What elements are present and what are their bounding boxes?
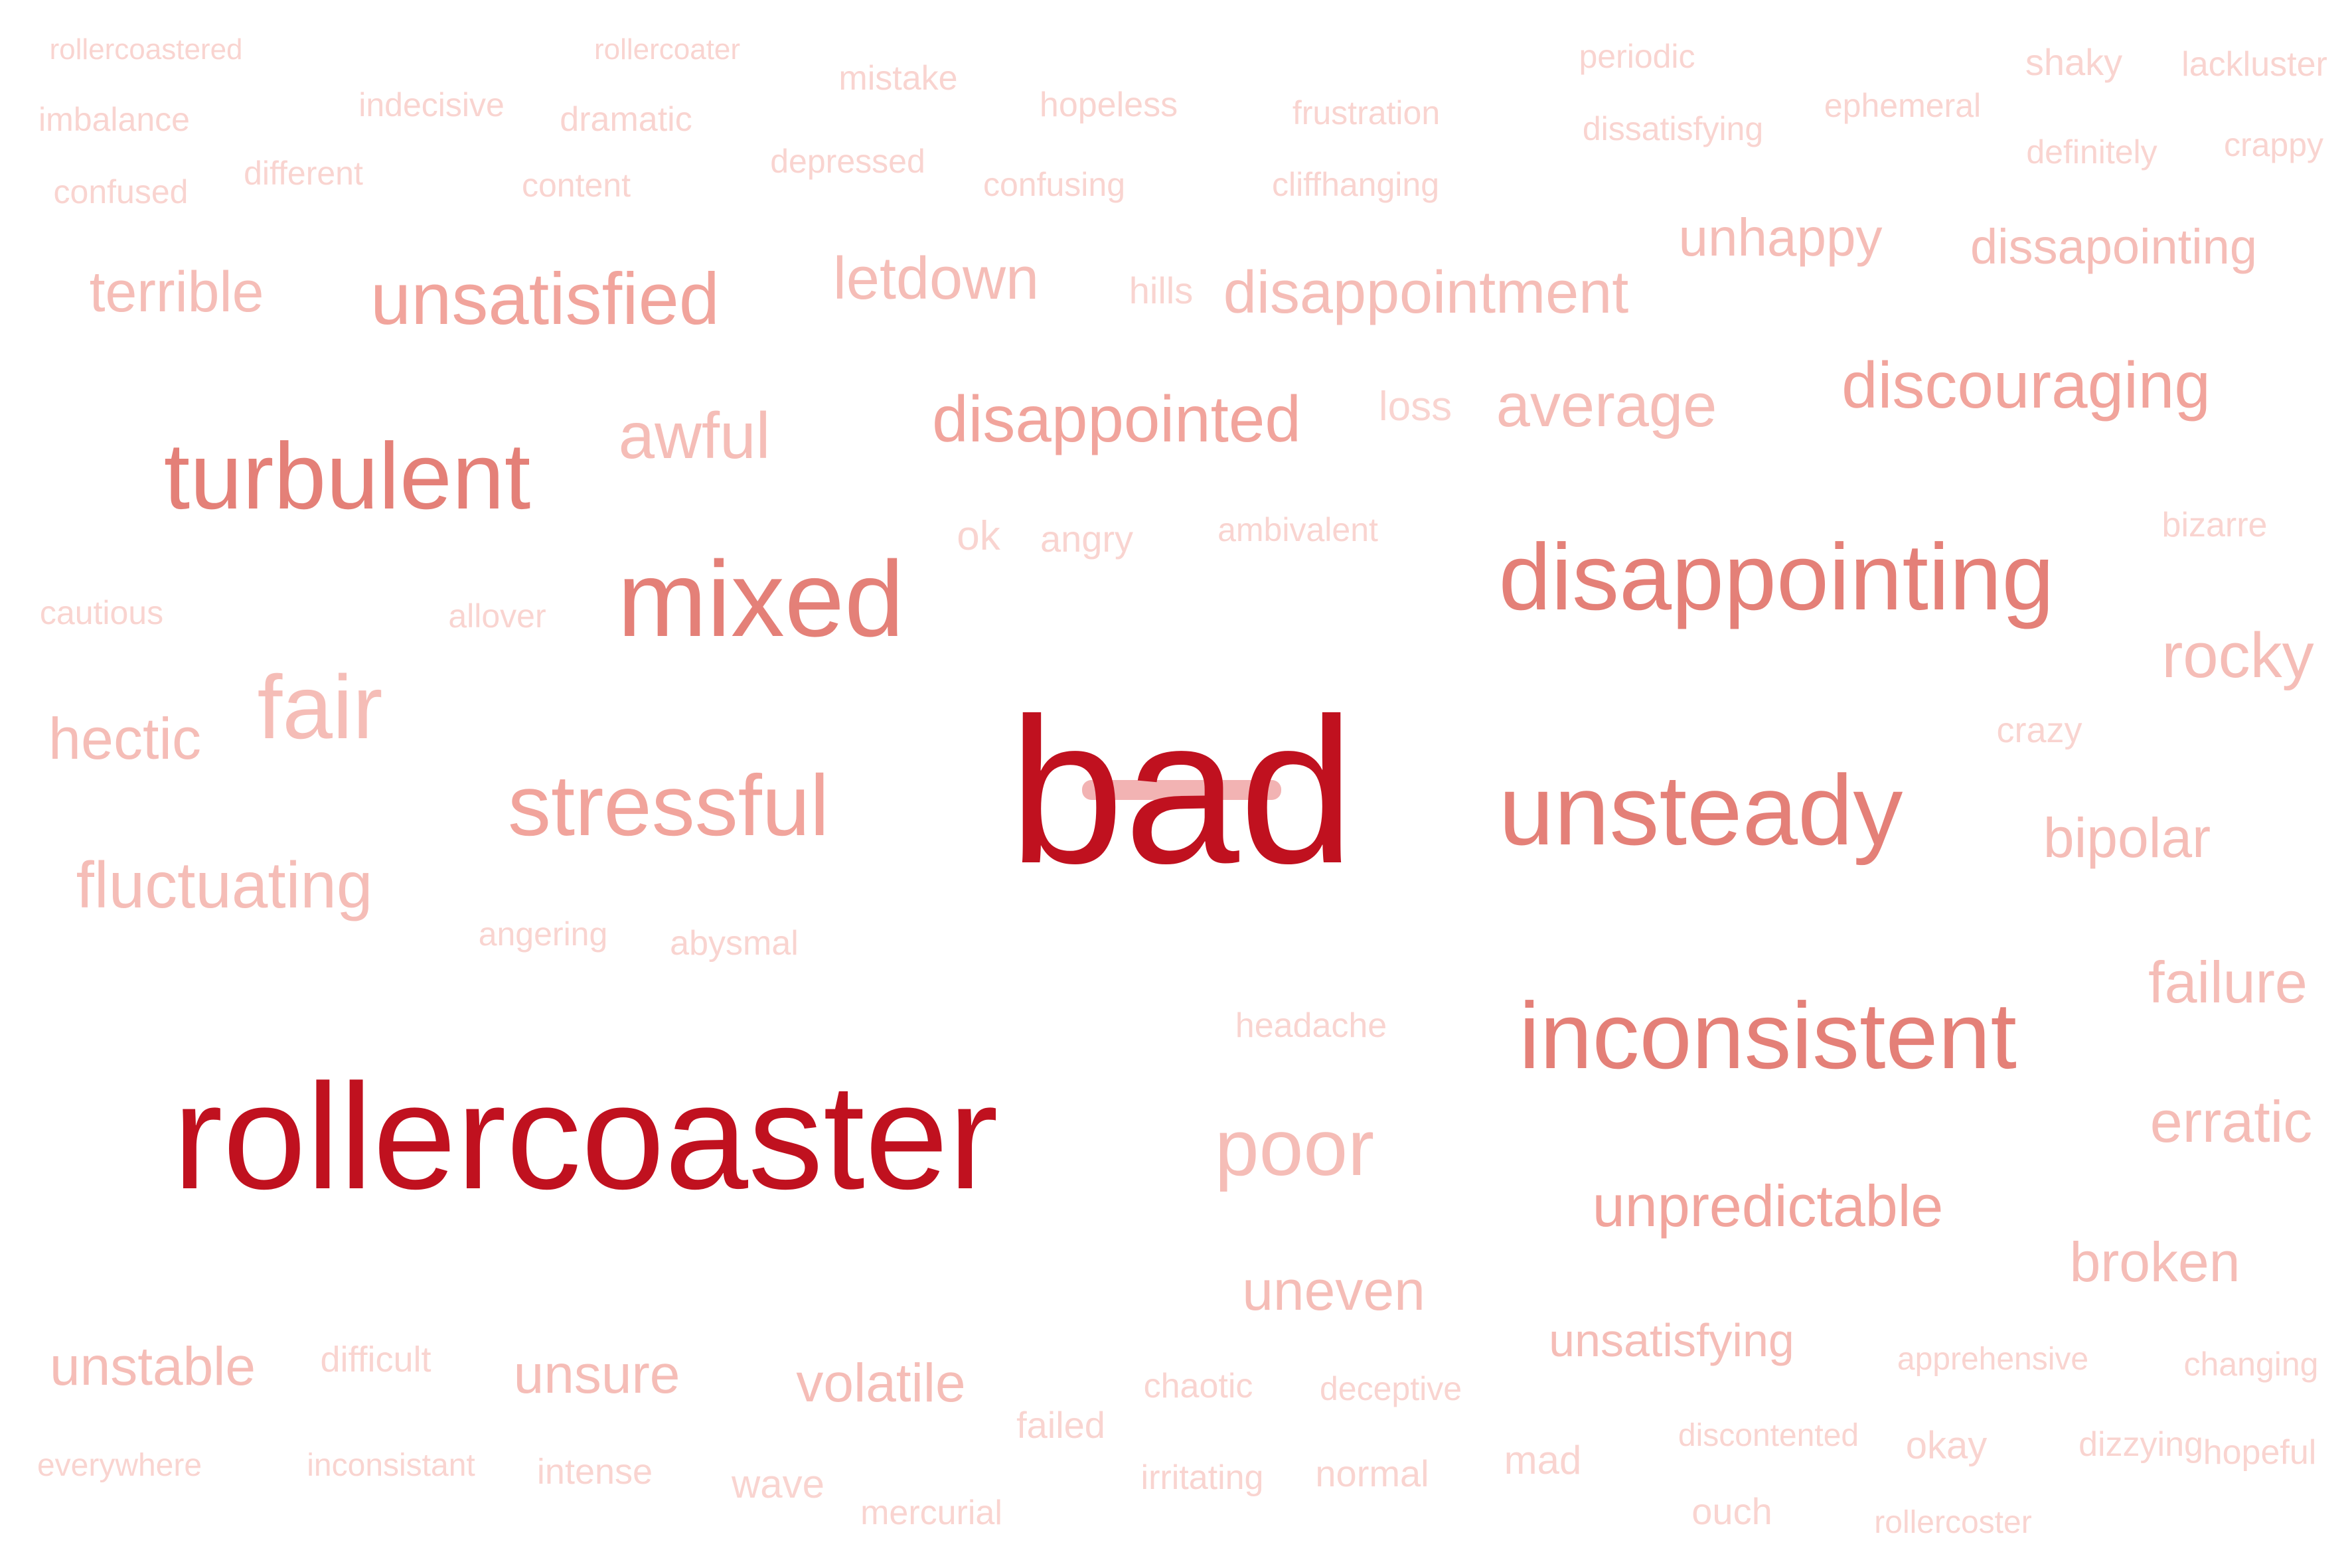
cloud-word: apprehensive: [1897, 1342, 2089, 1377]
cloud-word: mistake: [838, 59, 958, 98]
cloud-word: mixed: [617, 539, 905, 659]
cloud-word: ambivalent: [1217, 511, 1378, 548]
cloud-word: imbalance: [39, 101, 190, 138]
cloud-word: failure: [2148, 949, 2308, 1015]
cloud-word: uneven: [1242, 1259, 1425, 1322]
overlapping-tiny-words-blur: [1082, 780, 1281, 800]
cloud-word: okay: [1905, 1424, 1988, 1467]
cloud-word: discouraging: [1842, 349, 2211, 422]
cloud-word: irritating: [1140, 1458, 1264, 1497]
cloud-word: volatile: [796, 1353, 966, 1413]
cloud-word: failed: [1016, 1404, 1105, 1446]
cloud-word: confused: [53, 173, 189, 210]
cloud-word: loss: [1378, 384, 1452, 430]
cloud-word: periodic: [1579, 38, 1695, 75]
cloud-word: ouch: [1691, 1490, 1772, 1532]
cloud-word: rollercoastered: [49, 33, 243, 66]
cloud-word: unsatisfied: [370, 258, 720, 340]
cloud-word: cautious: [39, 594, 164, 631]
cloud-word: inconsistant: [307, 1448, 475, 1483]
cloud-word: fluctuating: [76, 848, 373, 921]
cloud-word: rollercoater: [593, 33, 741, 66]
cloud-word: crappy: [2223, 126, 2324, 163]
cloud-word: dramatic: [560, 100, 692, 139]
cloud-word: disappointed: [932, 382, 1301, 455]
cloud-word: discontented: [1678, 1418, 1859, 1453]
cloud-word: unsatisfying: [1549, 1314, 1794, 1366]
cloud-word: content: [521, 167, 631, 204]
cloud-word: disappointing: [1498, 524, 2055, 630]
cloud-word: ephemeral: [1824, 87, 1982, 124]
cloud-word: dizzying: [2078, 1425, 2203, 1464]
cloud-word: average: [1496, 372, 1717, 439]
cloud-word: erratic: [2150, 1089, 2313, 1154]
cloud-word: difficult: [320, 1340, 431, 1379]
cloud-word: awful: [618, 399, 771, 472]
cloud-word: definitely: [2026, 133, 2157, 171]
cloud-word: unhappy: [1678, 208, 1883, 267]
cloud-word: headache: [1235, 1006, 1387, 1045]
cloud-word: mad: [1504, 1438, 1582, 1482]
cloud-word: crazy: [1996, 710, 2082, 750]
cloud-word: unstable: [49, 1336, 256, 1397]
cloud-word: broken: [2069, 1231, 2240, 1293]
cloud-word: abysmal: [670, 924, 799, 963]
cloud-word: cliffhanging: [1271, 166, 1440, 203]
cloud-word: hopeless: [1039, 86, 1178, 124]
cloud-word: wave: [731, 1462, 825, 1506]
cloud-word: unsure: [513, 1344, 680, 1405]
cloud-word: hills: [1129, 270, 1194, 311]
cloud-word: dissapointing: [1970, 219, 2257, 274]
cloud-word: stressful: [507, 757, 830, 854]
cloud-word: angering: [478, 915, 608, 953]
cloud-word: poor: [1214, 1103, 1375, 1192]
cloud-word: normal: [1315, 1452, 1429, 1494]
cloud-word: different: [244, 155, 363, 192]
cloud-word: bipolar: [2043, 807, 2211, 869]
cloud-word: hopeful: [2203, 1433, 2317, 1472]
cloud-word: indecisive: [358, 86, 505, 123]
cloud-word: disappointment: [1223, 260, 1629, 326]
cloud-word: fair: [257, 657, 383, 757]
cloud-word: angry: [1040, 518, 1134, 560]
cloud-word: confusing: [982, 166, 1126, 203]
cloud-word: intense: [536, 1452, 653, 1492]
cloud-word: dissatisfying: [1582, 110, 1764, 147]
cloud-word: depressed: [770, 143, 925, 180]
cloud-word: changing: [2183, 1346, 2319, 1383]
cloud-word: letdown: [832, 246, 1040, 312]
cloud-word: rocky: [2161, 620, 2314, 691]
cloud-word: chaotic: [1143, 1367, 1253, 1405]
cloud-word: frustration: [1292, 94, 1441, 131]
cloud-word: turbulent: [163, 424, 531, 529]
cloud-word: unsteady: [1498, 754, 1903, 866]
cloud-word: rollercoaster: [173, 1052, 998, 1220]
cloud-word: inconsistent: [1519, 983, 2017, 1089]
cloud-word: lackluster: [2181, 45, 2327, 84]
cloud-word: bizarre: [2161, 506, 2268, 544]
cloud-word: everywhere: [37, 1448, 202, 1483]
cloud-word: terrible: [89, 260, 264, 324]
cloud-word: deceptive: [1319, 1370, 1462, 1407]
cloud-word: rollercoster: [1874, 1505, 2032, 1540]
cloud-word: ok: [957, 513, 1000, 559]
cloud-word: unpredictable: [1592, 1173, 1944, 1239]
cloud-word: bad: [1008, 676, 1355, 907]
cloud-word: hectic: [48, 706, 201, 771]
cloud-word: allover: [448, 597, 546, 635]
cloud-word: mercurial: [860, 1494, 1002, 1532]
cloud-word: shaky: [2025, 41, 2123, 83]
